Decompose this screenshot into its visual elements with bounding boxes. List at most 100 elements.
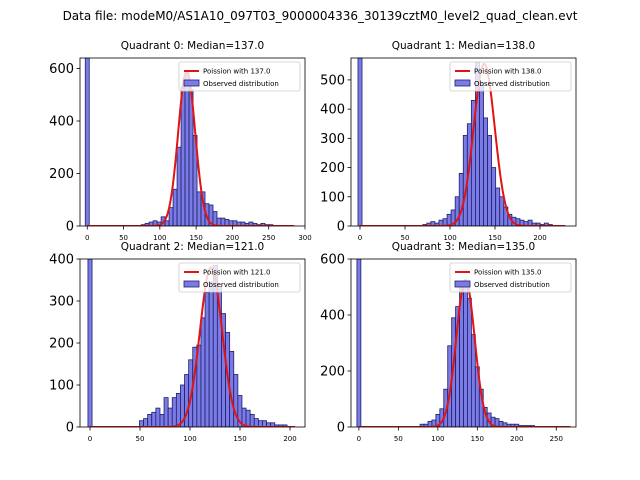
x-tick-label: 0 [88, 435, 92, 443]
y-tick-label: 100 [320, 190, 345, 205]
x-tick-label: 300 [298, 234, 311, 242]
axes-frame [79, 57, 306, 227]
x-tick-label: 150 [488, 234, 501, 242]
histogram-bar [184, 73, 190, 226]
histogram-bar [87, 259, 93, 427]
legend-box [178, 262, 301, 293]
histogram-bar [487, 135, 493, 226]
y-tick-label: 400 [49, 253, 74, 268]
histogram-bar [467, 297, 472, 427]
legend: Poission with 135.0 Observed distribution [449, 262, 572, 293]
histogram-bar [200, 317, 206, 427]
quadrant-2-title: Quadrant 2: Median=121.0 [121, 241, 264, 253]
histogram-bar [253, 418, 259, 427]
legend-box [449, 61, 572, 92]
x-tick-label: 250 [262, 234, 275, 242]
x-tick-label: 0 [358, 234, 362, 242]
histogram-bar [196, 191, 202, 226]
histogram-bar [168, 207, 174, 226]
histogram-bar [184, 374, 190, 427]
histogram-bar [245, 409, 251, 427]
legend: Poission with 137.0 Observed distribution [178, 61, 301, 92]
histogram-bar [212, 211, 218, 226]
legend-bar-swatch [454, 280, 471, 288]
y-tick-label: 400 [49, 115, 74, 130]
histogram-bar [220, 217, 226, 226]
legend-label: Observed distribution [474, 80, 550, 88]
x-tick-label: 150 [233, 435, 246, 443]
y-tick-label: 200 [49, 337, 74, 352]
histogram-bar [491, 167, 497, 226]
quadrant-3-title: Quadrant 3: Median=135.0 [392, 241, 535, 253]
histogram-bar [483, 117, 488, 226]
x-tick-label: 50 [119, 234, 128, 242]
legend-label: Observed distribution [474, 281, 550, 289]
histogram-bar [356, 259, 362, 427]
x-tick-label: 150 [471, 435, 484, 443]
quadrant-3-chart: 0 50 100 150 200 250 0 200 400 600 Quadrant 3: Med… [320, 241, 577, 443]
histogram-bar [147, 413, 153, 427]
y-tick-label: 400 [320, 309, 345, 324]
legend-label: Poission with 137.0 [203, 68, 271, 76]
histogram-bar [180, 86, 186, 226]
histogram-bar [143, 418, 149, 427]
y-tick-label: 200 [320, 161, 345, 176]
y-tick-label: 0 [66, 421, 74, 436]
y-tick-label: 0 [337, 220, 345, 235]
histogram-bar [204, 292, 210, 427]
y-tick-label: 0 [66, 220, 74, 235]
y-tick-label: 200 [49, 167, 74, 182]
x-tick-label: 100 [183, 435, 196, 443]
legend-bar-swatch [183, 280, 200, 288]
histogram-bar [163, 397, 169, 427]
legend-box [449, 262, 572, 293]
x-tick-label: 50 [394, 435, 403, 443]
x-tick-label: 50 [136, 435, 145, 443]
legend-bar-swatch [183, 79, 200, 87]
legend: Poission with 138.0 Observed distribution [449, 61, 572, 92]
quadrant-0-chart: 0 50 100 150 200 250 300 0 200 400 600 Quadrant 0: … [49, 40, 312, 242]
y-tick-label: 400 [320, 103, 345, 118]
histogram-bar [155, 407, 161, 427]
histogram-bar [159, 413, 165, 427]
x-tick-label: 0 [357, 435, 361, 443]
x-tick-label: 200 [510, 435, 523, 443]
histogram-bar [84, 58, 90, 226]
y-tick-label: 500 [320, 73, 345, 88]
y-tick-label: 300 [320, 132, 345, 147]
x-tick-label: 50 [401, 234, 410, 242]
y-tick-label: 600 [49, 62, 74, 77]
y-tick-label: 600 [320, 253, 345, 268]
histogram-bar [171, 397, 177, 427]
histogram-bar [176, 146, 182, 226]
x-tick-label: 200 [533, 234, 546, 242]
x-tick-label: 200 [226, 234, 239, 242]
histogram-bar [151, 411, 157, 427]
x-tick-label: 100 [153, 234, 166, 242]
histogram-bar [249, 413, 255, 427]
histogram-bar [164, 220, 170, 226]
x-tick-label: 100 [431, 435, 444, 443]
axes-frame [350, 57, 577, 227]
quadrant-2-chart: 0 50 100 150 200 0 100 200 300 400 Quadrant 2: Med… [49, 241, 306, 443]
histogram-bar [458, 173, 464, 226]
histogram-bar [499, 196, 505, 226]
x-tick-label: 150 [189, 234, 202, 242]
x-tick-label: 100 [443, 234, 456, 242]
histogram-bar [208, 281, 214, 427]
y-tick-label: 0 [337, 421, 345, 436]
figure-title: Data file: modeM0/AS1A10_097T03_90000043… [63, 9, 578, 23]
histogram-bar [167, 407, 173, 427]
y-tick-label: 100 [49, 379, 74, 394]
legend-label: Poission with 138.0 [474, 68, 542, 76]
quadrant-0-title: Quadrant 0: Median=137.0 [121, 40, 264, 52]
x-tick-label: 250 [550, 435, 563, 443]
histogram-bar [495, 187, 501, 226]
legend-box [178, 61, 301, 92]
legend-label: Poission with 135.0 [474, 269, 542, 277]
quadrant-1-title: Quadrant 1: Median=138.0 [392, 40, 535, 52]
y-tick-label: 300 [49, 295, 74, 310]
histogram-bar [175, 392, 181, 427]
quadrant-1-chart: 0 50 100 150 200 0 100 200 300 400 500 Quadrant 1: … [320, 40, 577, 242]
